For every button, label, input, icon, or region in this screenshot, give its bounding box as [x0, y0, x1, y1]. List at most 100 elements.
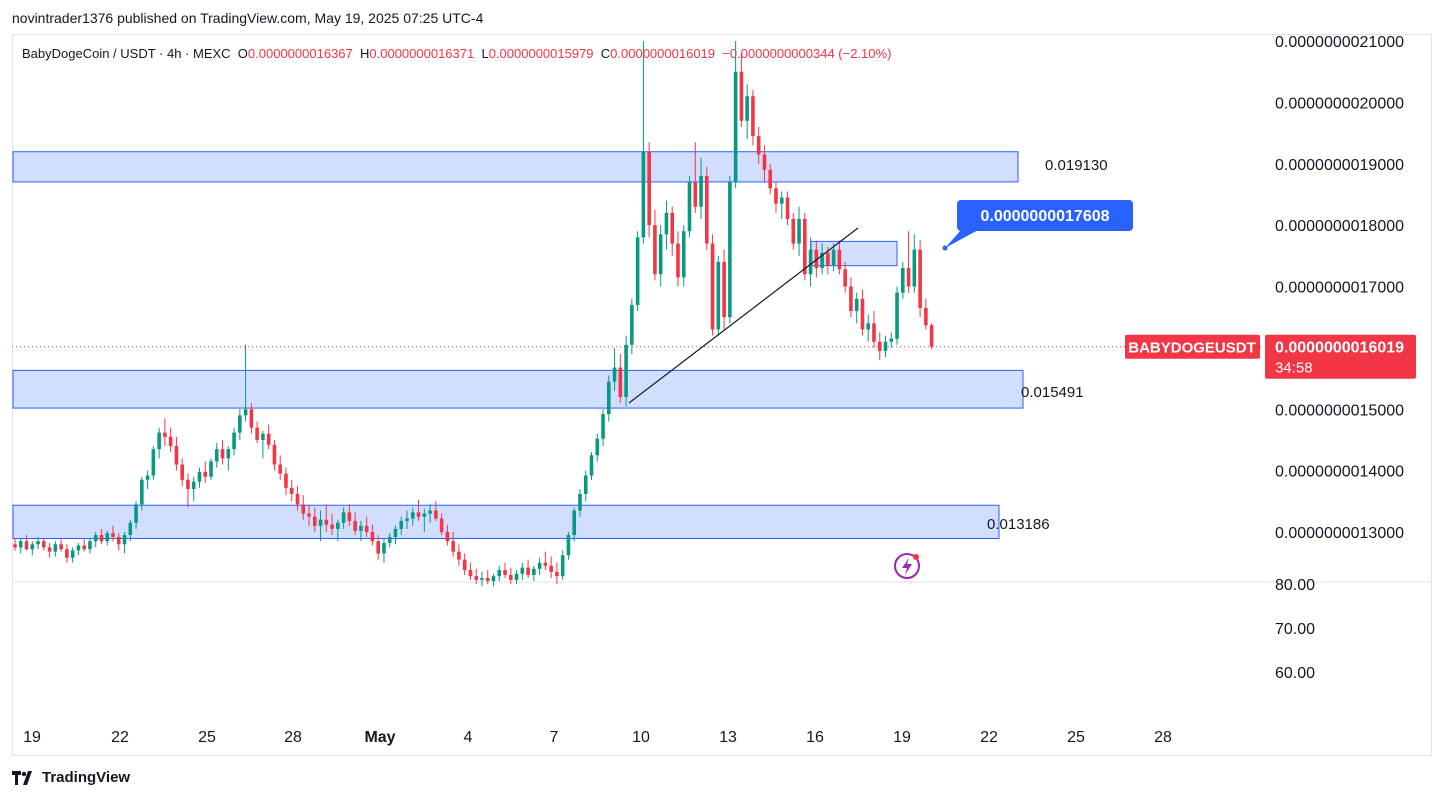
- candle: [278, 455, 282, 480]
- candle-body: [693, 182, 698, 207]
- candle: [699, 157, 703, 219]
- candle: [232, 427, 236, 456]
- candle-body: [849, 286, 853, 312]
- candle: [399, 516, 404, 536]
- candle-body: [497, 570, 502, 577]
- candle: [733, 41, 738, 189]
- candle: [612, 347, 617, 391]
- candle: [382, 538, 386, 563]
- candle: [716, 255, 721, 336]
- last-price-tags: BABYDOGEUSDT 0.0000000016019 34:58: [1125, 334, 1416, 379]
- candle-body: [670, 212, 675, 244]
- candle-body: [462, 559, 467, 571]
- candle-body: [532, 568, 536, 575]
- candle-body: [722, 261, 726, 318]
- candle-body: [434, 510, 438, 519]
- time-tick-label: 10: [632, 729, 650, 746]
- candle-body: [272, 444, 277, 465]
- candle: [163, 418, 167, 447]
- candle-body: [82, 545, 86, 550]
- zone-box: [12, 369, 1024, 409]
- candle-body: [716, 261, 721, 330]
- candle-body: [168, 436, 173, 447]
- candle-body: [53, 544, 58, 552]
- candle: [860, 289, 865, 336]
- candle-body: [797, 218, 801, 244]
- lightning-badge: [913, 554, 919, 560]
- candle: [762, 145, 767, 183]
- candle-body: [13, 544, 17, 548]
- candle-body: [895, 292, 899, 339]
- candle: [272, 439, 277, 471]
- candle-body: [635, 237, 640, 305]
- candle-body: [122, 535, 127, 545]
- price-tick-label: 0.0000000014000: [1275, 464, 1404, 481]
- candle-body: [618, 367, 623, 397]
- candle: [664, 200, 669, 250]
- candle: [647, 142, 651, 238]
- tradingview-logo[interactable]: TradingView: [12, 769, 130, 786]
- osc-tick-label: 60.00: [1275, 665, 1315, 682]
- candle-body: [768, 169, 773, 189]
- candle: [76, 543, 81, 556]
- candle-body: [88, 541, 92, 550]
- price-tick-label: 0.0000000021000: [1275, 34, 1404, 51]
- candle-body: [808, 249, 813, 275]
- callout-dot: [942, 245, 948, 251]
- candle-body: [42, 541, 46, 548]
- candle-body: [359, 525, 363, 531]
- candle-body: [549, 565, 553, 572]
- candle-body: [826, 252, 830, 266]
- candle-body: [872, 323, 876, 342]
- candle-body: [837, 249, 842, 270]
- candle: [457, 544, 461, 566]
- candle: [226, 446, 231, 471]
- candle: [837, 240, 842, 275]
- candle: [901, 261, 905, 299]
- candle: [693, 142, 698, 213]
- candle: [434, 501, 438, 521]
- time-tick-label: 25: [1067, 729, 1085, 746]
- candle: [261, 430, 265, 459]
- candle-body: [261, 433, 265, 440]
- candle: [889, 332, 894, 348]
- candle-body: [65, 549, 69, 558]
- candle-body: [503, 570, 507, 575]
- candle: [376, 535, 380, 560]
- candle: [681, 225, 686, 287]
- candle: [676, 231, 680, 287]
- candle: [238, 409, 242, 440]
- symbol-title[interactable]: BabyDogeCoin / USDT · 4h · MEXC: [22, 46, 231, 61]
- candle-body: [405, 518, 409, 521]
- candle: [583, 470, 588, 502]
- candle: [82, 539, 86, 552]
- price-tick-label: 0.0000000019000: [1275, 157, 1404, 174]
- candle-body: [214, 449, 219, 462]
- candle: [624, 335, 628, 407]
- candle: [906, 231, 911, 293]
- candle: [843, 261, 847, 293]
- candle: [145, 470, 150, 490]
- candle-body: [203, 471, 208, 477]
- candle: [485, 570, 490, 585]
- candle: [768, 163, 773, 195]
- candle-body: [589, 455, 594, 476]
- symbol-tag-text: BABYDOGEUSDT: [1128, 340, 1256, 357]
- candle-body: [924, 307, 928, 326]
- candle: [116, 533, 121, 551]
- candle-body: [543, 562, 548, 566]
- candle: [462, 553, 467, 575]
- candle-body: [243, 409, 248, 416]
- candle-body: [457, 551, 461, 560]
- candle-body: [353, 520, 357, 531]
- candle: [13, 538, 17, 551]
- candle: [508, 567, 513, 585]
- candle: [65, 544, 69, 563]
- candle-body: [785, 197, 790, 219]
- annotations-layer: 0.0000000017608: [628, 200, 1133, 579]
- time-tick-label: 22: [111, 729, 129, 746]
- candle-body: [491, 576, 496, 582]
- time-tick-label: 25: [198, 729, 216, 746]
- candle-body: [93, 535, 98, 542]
